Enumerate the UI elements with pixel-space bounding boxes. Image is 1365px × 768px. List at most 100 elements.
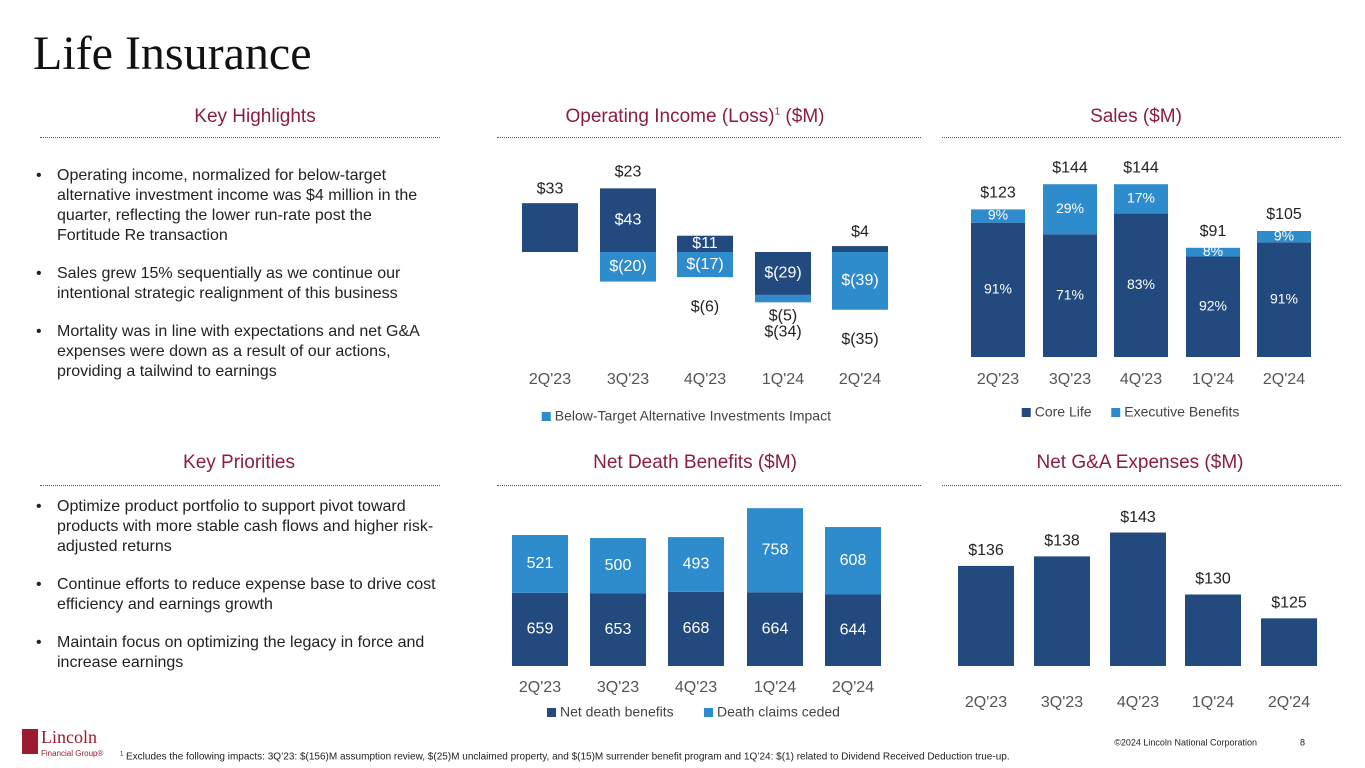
x-tick-label: 2Q'24 [832,679,874,696]
data-label: 493 [683,556,710,573]
data-label: 608 [840,552,867,569]
footnote-mark: 1 [120,752,124,758]
divider [40,137,440,138]
data-label: 17% [1127,190,1155,206]
x-tick-label: 2Q'23 [519,679,561,696]
bar-segment [1257,231,1311,243]
x-tick-label: 2Q'23 [977,371,1019,388]
bar-segment [971,209,1025,223]
legend-swatch [1021,408,1031,417]
chart-title: Sales ($M) [1090,106,1182,127]
divider [942,137,1341,138]
bar-segment [600,188,656,252]
data-label: $33 [537,180,564,197]
chart-title-unit: ($M) [780,106,825,127]
bullet: Operating income, normalized for below-t… [36,166,436,246]
bar [1261,618,1317,666]
x-tick-label: 3Q'23 [597,679,639,696]
legend-swatch [547,708,556,717]
x-tick-label: 1Q'24 [754,679,796,696]
divider [497,137,921,138]
bar-segment [755,294,811,303]
data-label: 644 [840,621,867,638]
bullet: Maintain focus on optimizing the legacy … [36,633,436,673]
bar-segment [747,592,803,666]
data-label: 653 [605,621,632,638]
bar-segment [677,252,733,278]
data-label: 29% [1056,200,1084,216]
bar [1034,556,1090,666]
bar-segment [512,592,568,666]
x-tick-label: 2Q'23 [529,371,571,388]
bar-segment [825,594,881,666]
data-label: $43 [615,211,642,228]
legend-swatch [1111,408,1121,417]
data-label: $(29) [764,265,801,282]
bar [958,565,1014,666]
x-tick-label: 4Q'23 [1120,371,1162,388]
legend-label: Core Life [1035,404,1092,420]
chart-title: Operating Income (Loss)1 ($M) [485,106,905,128]
x-tick-label: 2Q'24 [1268,694,1310,711]
data-label: 664 [762,620,789,637]
data-label: 659 [527,621,554,638]
divider [497,485,921,486]
x-tick-label: 4Q'23 [1117,694,1159,711]
bar-segment [1186,247,1240,257]
data-label: 9% [988,207,1008,223]
bar-segment [1043,184,1097,235]
legend-swatch [704,708,713,717]
bar-segment [600,252,656,282]
bullet-list: Operating income, normalized for below-t… [36,166,436,400]
bar-segment [755,252,811,295]
bar-segment [1114,213,1168,357]
slide-title: Life Insurance [33,27,312,80]
data-label: 521 [527,555,554,572]
bar-segment [668,591,724,666]
copyright: ©2024 Lincoln National Corporation [1114,737,1257,747]
bar [1185,594,1241,666]
total-label: $(34) [764,324,801,341]
data-label: $130 [1195,571,1231,588]
data-label: $(20) [609,258,646,275]
bar [1110,532,1166,666]
legend-label: Below-Target Alternative Investments Imp… [555,408,831,424]
chart-title-text: Operating Income (Loss) [565,106,775,127]
data-label: $143 [1120,509,1156,526]
legend-swatch [541,412,551,421]
bar-segment [1186,256,1240,357]
bullet: Continue efforts to reduce expense base … [36,575,436,615]
bar-segment [590,593,646,666]
legend-label: Net death benefits [560,704,674,720]
x-tick-label: 1Q'24 [1192,371,1234,388]
x-tick-label: 2Q'24 [1263,371,1305,388]
data-label: $11 [692,235,718,252]
chart-title: Net G&A Expenses ($M) [1036,452,1244,473]
data-label: 758 [762,541,789,558]
data-label: 668 [683,620,710,637]
x-tick-label: 2Q'24 [839,371,881,388]
divider [942,485,1341,486]
x-tick-label: 1Q'24 [1192,694,1234,711]
legend-label: Executive Benefits [1124,404,1239,420]
page-number: 8 [1300,737,1305,747]
data-label: $(5) [769,308,797,325]
total-label: $23 [615,164,642,181]
bar-segment [825,527,881,595]
x-tick-label: 3Q'23 [1041,694,1083,711]
chart-title: Net Death Benefits ($M) [593,452,797,473]
data-label: $(17) [686,256,723,273]
logo: Lincoln [41,727,97,747]
data-label: 8% [1203,243,1223,259]
bar-segment [971,222,1025,357]
bullet: Mortality was in line with expectations … [36,322,436,382]
x-tick-label: 3Q'23 [607,371,649,388]
bar-segment [832,252,888,310]
data-label: $138 [1044,533,1080,550]
data-label: 83% [1127,276,1155,292]
data-label: 91% [984,281,1012,297]
data-label: 92% [1199,297,1227,313]
bullet: Sales grew 15% sequentially as we contin… [36,264,436,304]
